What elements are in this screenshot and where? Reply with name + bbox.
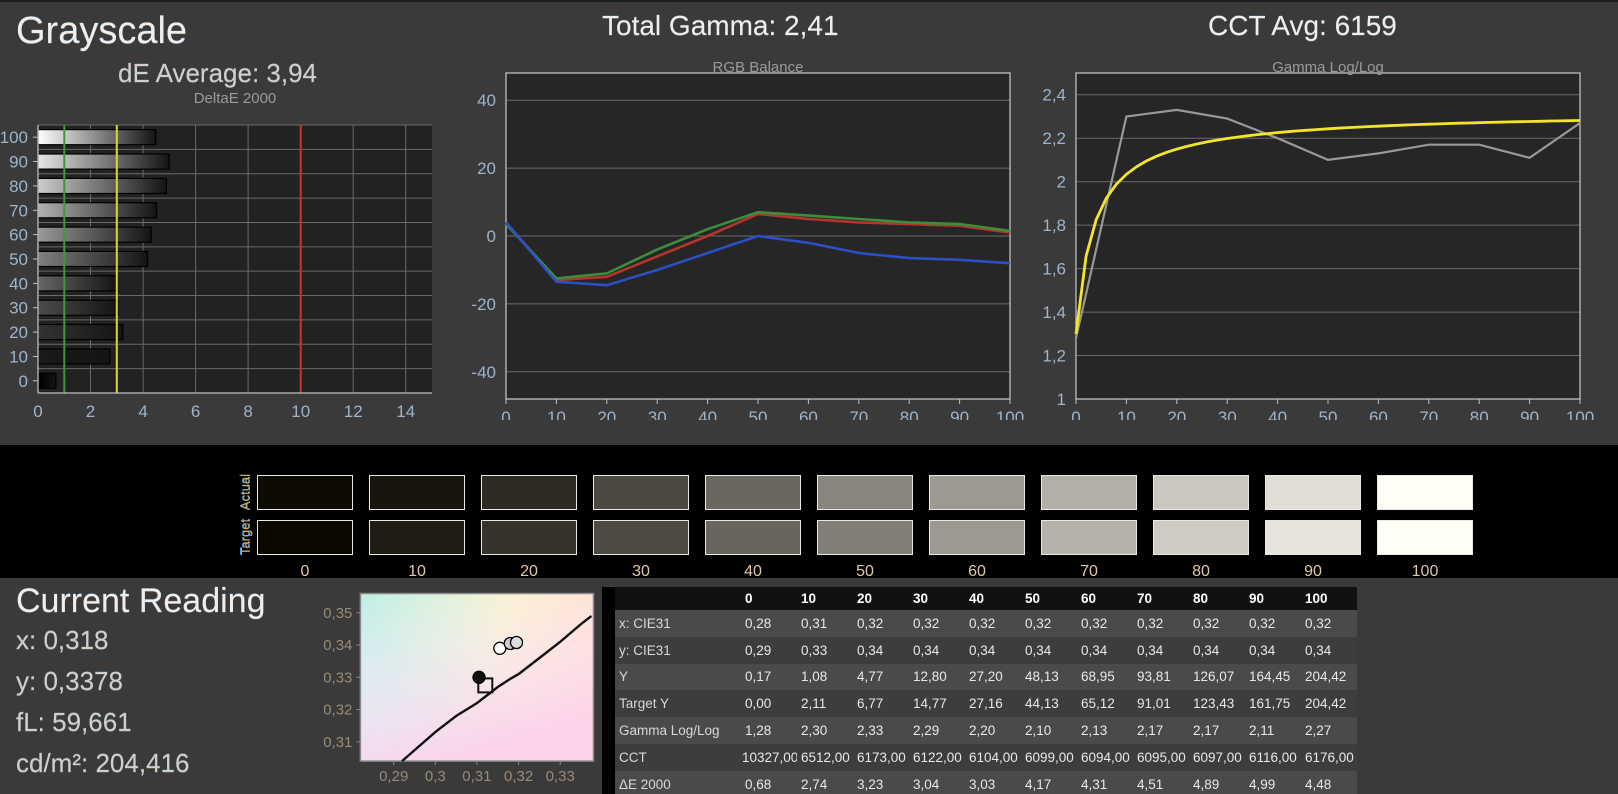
svg-text:60: 60 <box>9 226 28 245</box>
svg-text:14: 14 <box>396 402 415 421</box>
svg-text:RGB Balance: RGB Balance <box>713 60 804 76</box>
svg-text:70: 70 <box>9 201 28 220</box>
svg-text:30: 30 <box>1218 408 1237 420</box>
svg-text:0,33: 0,33 <box>546 768 575 785</box>
svg-text:0,29: 0,29 <box>379 768 408 785</box>
svg-text:50: 50 <box>1319 408 1338 420</box>
svg-text:10: 10 <box>1117 408 1136 420</box>
svg-text:30: 30 <box>9 299 28 318</box>
svg-text:10: 10 <box>291 402 310 421</box>
svg-text:50: 50 <box>9 250 28 269</box>
svg-text:20: 20 <box>9 323 28 342</box>
svg-text:10: 10 <box>9 348 28 367</box>
svg-text:0: 0 <box>501 408 510 420</box>
svg-text:70: 70 <box>1419 408 1438 420</box>
svg-text:70: 70 <box>849 408 868 420</box>
svg-text:60: 60 <box>799 408 818 420</box>
svg-text:60: 60 <box>1369 408 1388 420</box>
svg-text:90: 90 <box>950 408 969 420</box>
svg-text:-40: -40 <box>471 363 496 382</box>
svg-text:Gamma Log/Log: Gamma Log/Log <box>1272 60 1384 76</box>
svg-text:0: 0 <box>487 227 496 246</box>
svg-text:20: 20 <box>597 408 616 420</box>
svg-text:90: 90 <box>1520 408 1539 420</box>
svg-text:80: 80 <box>1470 408 1489 420</box>
svg-text:0: 0 <box>33 402 42 421</box>
svg-text:50: 50 <box>749 408 768 420</box>
svg-text:80: 80 <box>9 177 28 196</box>
svg-text:DeltaE 2000: DeltaE 2000 <box>194 90 277 107</box>
svg-text:20: 20 <box>477 159 496 178</box>
svg-text:100: 100 <box>0 128 28 147</box>
svg-text:30: 30 <box>648 408 667 420</box>
svg-text:40: 40 <box>698 408 717 420</box>
svg-text:100: 100 <box>996 408 1024 420</box>
svg-text:20: 20 <box>1167 408 1186 420</box>
svg-text:0,35: 0,35 <box>323 605 352 622</box>
svg-text:100: 100 <box>1566 408 1594 420</box>
svg-text:0: 0 <box>1071 408 1080 420</box>
svg-text:0: 0 <box>19 372 28 391</box>
svg-text:40: 40 <box>1268 408 1287 420</box>
svg-text:8: 8 <box>243 402 252 421</box>
svg-text:12: 12 <box>344 402 363 421</box>
svg-text:0,34: 0,34 <box>323 637 352 654</box>
svg-text:-20: -20 <box>471 295 496 314</box>
svg-text:0,31: 0,31 <box>462 768 491 785</box>
svg-text:0,3: 0,3 <box>425 768 446 785</box>
svg-text:0,31: 0,31 <box>323 734 352 751</box>
svg-text:6: 6 <box>191 402 200 421</box>
svg-text:0,32: 0,32 <box>504 768 533 785</box>
svg-text:4: 4 <box>138 402 147 421</box>
svg-text:10: 10 <box>547 408 566 420</box>
svg-text:40: 40 <box>477 91 496 110</box>
svg-text:0,32: 0,32 <box>323 702 352 719</box>
svg-text:90: 90 <box>9 153 28 172</box>
svg-text:40: 40 <box>9 274 28 293</box>
svg-text:0,33: 0,33 <box>323 669 352 686</box>
svg-text:2: 2 <box>86 402 95 421</box>
svg-text:80: 80 <box>900 408 919 420</box>
